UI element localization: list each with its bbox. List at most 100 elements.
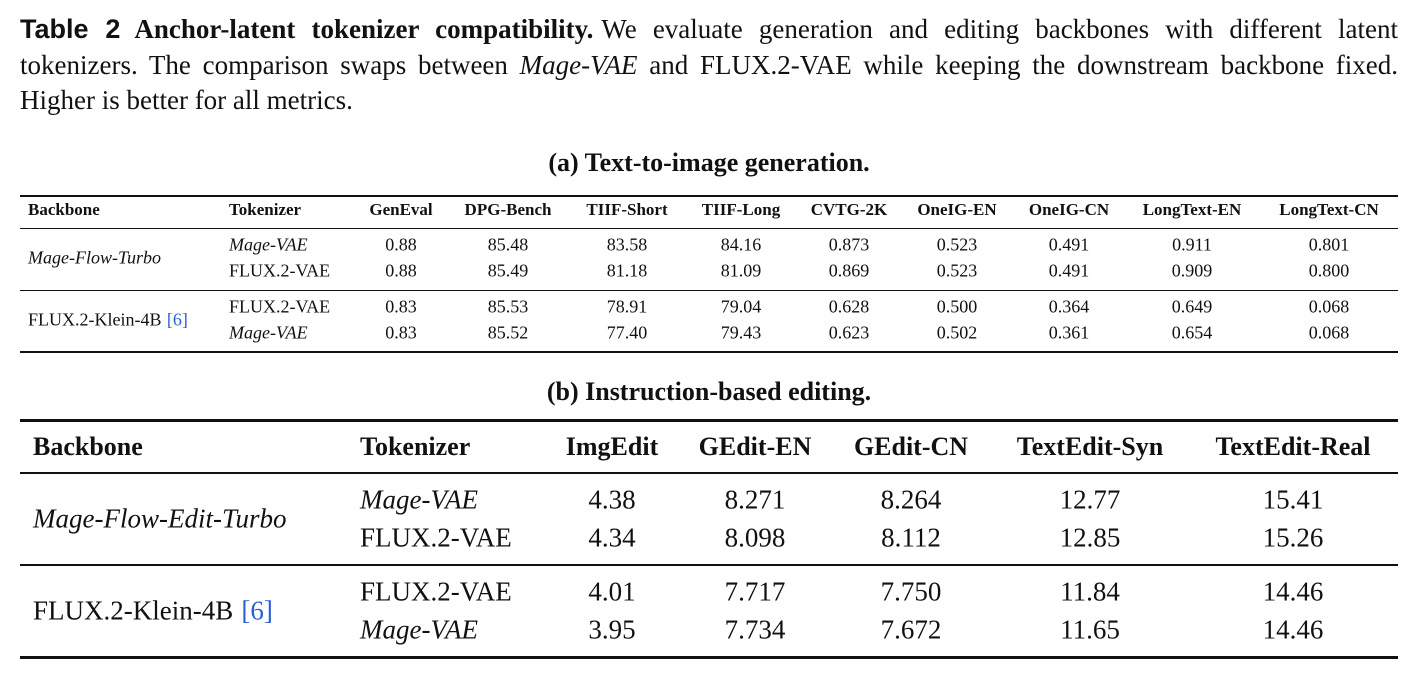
value-cell: 11.84 (1060, 576, 1120, 607)
column-header: LongText-EN (1142, 200, 1242, 219)
column-header: TextEdit-Real (1215, 432, 1371, 461)
value-cell: 0.068 (1308, 322, 1350, 343)
column-header: Tokenizer (229, 200, 302, 219)
value-cell: 0.873 (828, 234, 870, 255)
value-cell: 12.85 (1059, 522, 1121, 553)
tokenizer-cell: Mage-VAE (229, 234, 308, 255)
value-cell: 85.49 (487, 260, 529, 281)
value-cell: 0.491 (1048, 260, 1090, 281)
rule (20, 351, 1398, 353)
rule (20, 195, 1398, 197)
value-cell: 81.09 (720, 260, 762, 281)
value-cell: 0.83 (385, 322, 417, 343)
caption: Table 2 Anchor-latent tokenizer compatibi… (20, 12, 1398, 119)
column-header: OneIG-CN (1028, 200, 1110, 219)
value-cell: 0.500 (936, 296, 978, 317)
value-cell: 0.491 (1048, 234, 1090, 255)
backbone-name: FLUX.2-Klein-4B (33, 595, 234, 626)
tokenizer-cell: FLUX.2-VAE (229, 296, 331, 317)
caption-text: and FLUX.2-VAE while keeping the downstr… (20, 49, 1398, 116)
tokenizer-cell: FLUX.2-VAE (360, 576, 512, 607)
value-cell: 4.38 (588, 484, 636, 515)
backbone-cell: Mage-Flow-Edit-Turbo (33, 504, 286, 535)
value-cell: 78.91 (606, 296, 648, 317)
backbone-name: Mage-Flow-Edit-Turbo (33, 503, 287, 534)
table-title: (b) Instruction-based editing. (546, 377, 872, 406)
column-header: LongText-CN (1279, 200, 1379, 219)
column-header: GEdit-EN (698, 432, 812, 461)
value-cell: 3.95 (588, 614, 636, 645)
value-cell: 14.46 (1262, 576, 1324, 607)
value-cell: 81.18 (606, 260, 648, 281)
value-cell: 7.750 (880, 576, 942, 607)
value-cell: 85.48 (487, 234, 529, 255)
column-header: TIIF-Short (586, 200, 668, 219)
value-cell: 0.523 (936, 260, 978, 281)
value-cell: 0.623 (828, 322, 870, 343)
backbone-cell: Mage-Flow-Turbo (28, 248, 161, 269)
value-cell: 0.628 (828, 296, 870, 317)
rule (20, 655, 1398, 659)
value-cell: 0.869 (828, 260, 870, 281)
caption-label: Table 2 (20, 14, 121, 44)
value-cell: 83.58 (606, 234, 648, 255)
value-cell: 15.26 (1262, 522, 1324, 553)
value-cell: 8.264 (880, 484, 942, 515)
column-header: DPG-Bench (464, 200, 552, 219)
value-cell: 0.364 (1048, 296, 1090, 317)
tokenizer-cell: FLUX.2-VAE (360, 522, 512, 553)
value-cell: 0.068 (1308, 296, 1350, 317)
column-header: GenEval (369, 200, 433, 219)
column-header: OneIG-EN (917, 200, 997, 219)
value-cell: 0.654 (1171, 322, 1213, 343)
value-cell: 85.53 (487, 296, 529, 317)
column-header: ImgEdit (565, 432, 659, 461)
value-cell: 4.01 (588, 576, 636, 607)
tokenizer-cell: Mage-VAE (360, 614, 478, 645)
value-cell: 0.361 (1048, 322, 1090, 343)
value-cell: 15.41 (1262, 484, 1324, 515)
column-header: CVTG-2K (810, 200, 888, 219)
rule (20, 227, 1398, 229)
column-header: Backbone (28, 200, 100, 219)
tokenizer-cell: FLUX.2-VAE (229, 260, 331, 281)
caption-text: We evaluate generation and editing backb… (20, 14, 1398, 80)
rule (20, 472, 1398, 474)
rule (20, 289, 1398, 291)
backbone-cell: FLUX.2-Klein-4B [6] (28, 310, 188, 331)
value-cell: 8.271 (724, 484, 786, 515)
value-cell: 0.88 (385, 234, 417, 255)
rule (20, 564, 1398, 566)
value-cell: 8.112 (881, 522, 941, 553)
value-cell: 85.52 (487, 322, 529, 343)
tokenizer-cell: Mage-VAE (360, 484, 478, 515)
value-cell: 0.801 (1308, 234, 1350, 255)
caption-title: Anchor-latent tokenizer compatibility. (134, 14, 594, 44)
backbone-name: Mage-Flow-Turbo (28, 247, 161, 268)
value-cell: 8.098 (724, 522, 786, 553)
value-cell: 77.40 (606, 322, 648, 343)
value-cell: 7.734 (724, 614, 786, 645)
value-cell: 12.77 (1059, 484, 1121, 515)
column-header: GEdit-CN (853, 432, 969, 461)
value-cell: 0.911 (1172, 234, 1212, 255)
value-cell: 0.523 (936, 234, 978, 255)
column-header: TIIF-Long (701, 200, 781, 219)
tokenizer-cell: Mage-VAE (229, 322, 308, 343)
column-header: Tokenizer (360, 432, 471, 461)
table-title: (a) Text-to-image generation. (548, 148, 870, 177)
value-cell: 0.800 (1308, 260, 1350, 281)
value-cell: 0.83 (385, 296, 417, 317)
value-cell: 0.502 (936, 322, 978, 343)
value-cell: 79.04 (720, 296, 762, 317)
value-cell: 7.717 (724, 576, 786, 607)
column-header: Backbone (33, 432, 143, 461)
value-cell: 84.16 (720, 234, 762, 255)
value-cell: 4.34 (588, 522, 636, 553)
citation: [6] (241, 595, 273, 626)
value-cell: 7.672 (880, 614, 942, 645)
backbone-name: FLUX.2-Klein-4B (28, 309, 162, 330)
column-header: TextEdit-Syn (1016, 432, 1164, 461)
value-cell: 0.649 (1171, 296, 1213, 317)
